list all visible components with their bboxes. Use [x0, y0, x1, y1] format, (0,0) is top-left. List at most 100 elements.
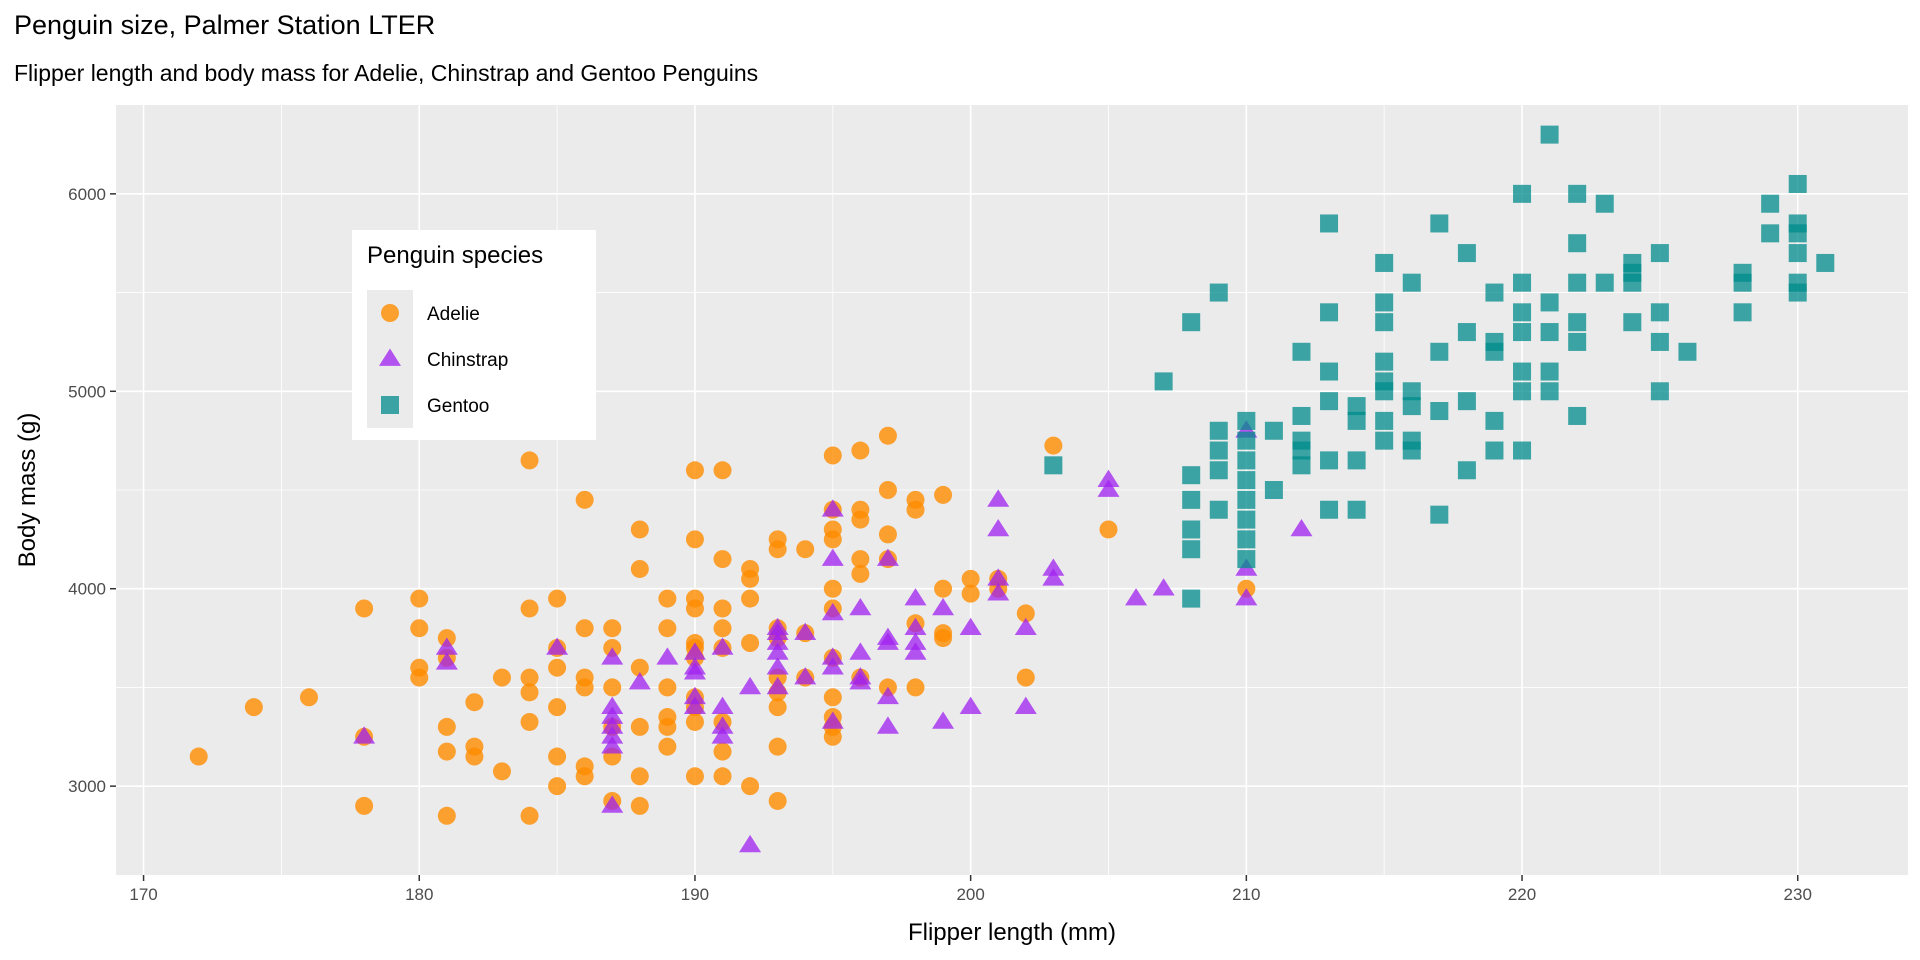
- adelie-point: [878, 426, 897, 445]
- chinstrap-point: [904, 632, 927, 650]
- gentoo-point: [1237, 490, 1256, 509]
- chinstrap-point: [711, 716, 734, 734]
- adelie-point: [410, 619, 429, 638]
- chinstrap-point: [821, 548, 844, 566]
- gentoo-point: [1320, 451, 1339, 470]
- gentoo-point: [1320, 392, 1339, 411]
- chinstrap-point: [876, 716, 899, 734]
- chinstrap-point: [932, 711, 955, 729]
- gentoo-point: [1237, 530, 1256, 549]
- gentoo-point: [1209, 461, 1228, 480]
- chinstrap-point: [959, 617, 982, 636]
- adelie-point: [520, 668, 539, 687]
- chinstrap-point: [766, 676, 789, 695]
- chinstrap-point: [904, 642, 927, 660]
- adelie-point: [741, 589, 760, 608]
- gentoo-point: [1568, 332, 1587, 351]
- legend-key-chinstrap: [379, 348, 401, 366]
- gentoo-point: [1292, 406, 1311, 425]
- adelie-point: [437, 717, 456, 736]
- legend-title: Penguin species: [367, 242, 543, 269]
- chinstrap-point: [876, 548, 899, 566]
- gentoo-point: [1568, 313, 1587, 332]
- gentoo-point: [1650, 303, 1669, 322]
- adelie-point: [520, 712, 539, 731]
- adelie-point: [934, 629, 953, 648]
- adelie-point: [465, 693, 484, 712]
- adelie-point: [768, 791, 787, 810]
- gentoo-point: [1513, 273, 1532, 292]
- chinstrap-point: [353, 726, 376, 744]
- chinstrap-point: [766, 642, 789, 660]
- chinstrap-point: [904, 617, 927, 636]
- gentoo-point: [1237, 411, 1256, 430]
- gentoo-point: [1154, 372, 1173, 391]
- adelie-point: [685, 530, 704, 549]
- adelie-point: [520, 683, 539, 702]
- adelie-point: [492, 668, 511, 687]
- x-tick-label: 170: [129, 885, 157, 904]
- chinstrap-point: [959, 696, 982, 715]
- chinstrap-point: [628, 672, 651, 690]
- adelie-point: [1044, 436, 1063, 455]
- chinstrap-point: [821, 657, 844, 675]
- adelie-point: [906, 500, 925, 519]
- adelie-point: [685, 599, 704, 618]
- adelie-point: [713, 461, 732, 480]
- gentoo-point: [1237, 550, 1256, 569]
- adelie-point: [658, 737, 677, 756]
- chinstrap-point: [1152, 578, 1175, 596]
- series-chinstrap: [353, 420, 1313, 853]
- gentoo-point: [1402, 397, 1421, 416]
- chinstrap-point: [601, 696, 624, 715]
- gentoo-point: [1788, 244, 1807, 263]
- adelie-point: [603, 678, 622, 697]
- chinstrap-point: [739, 834, 762, 853]
- adelie-point: [630, 658, 649, 677]
- gentoo-point: [1513, 382, 1532, 401]
- series-gentoo: [1044, 125, 1835, 608]
- gentoo-point: [1237, 471, 1256, 490]
- adelie-point: [658, 717, 677, 736]
- adelie-point: [630, 717, 649, 736]
- data-points: [189, 125, 1835, 853]
- gentoo-point: [1375, 382, 1394, 401]
- chinstrap-point: [932, 597, 955, 616]
- adelie-point: [410, 668, 429, 687]
- gentoo-point: [1320, 362, 1339, 381]
- chinstrap-point: [711, 696, 734, 715]
- y-axis-title: Body mass (g): [14, 413, 41, 568]
- adelie-point: [768, 737, 787, 756]
- gentoo-point: [1375, 313, 1394, 332]
- gentoo-point: [1375, 352, 1394, 371]
- x-tick-label: 200: [956, 885, 984, 904]
- gentoo-point: [1761, 194, 1780, 213]
- adelie-point: [658, 589, 677, 608]
- chinstrap-point: [987, 518, 1010, 537]
- chinstrap-point: [876, 686, 899, 705]
- gentoo-point: [1347, 500, 1366, 519]
- gentoo-point: [1485, 283, 1504, 302]
- gentoo-point: [1430, 402, 1449, 421]
- chinstrap-point: [849, 597, 872, 616]
- chinstrap-point: [766, 632, 789, 650]
- gentoo-point: [1485, 342, 1504, 361]
- gentoo-point: [1347, 451, 1366, 470]
- gentoo-point: [1761, 224, 1780, 243]
- gentoo-point: [1513, 303, 1532, 322]
- adelie-point: [355, 796, 374, 815]
- chinstrap-point: [987, 568, 1010, 586]
- adelie-point: [713, 619, 732, 638]
- y-tick-label: 6000: [68, 185, 106, 204]
- gentoo-point: [1430, 505, 1449, 524]
- chinstrap-point: [849, 642, 872, 660]
- chinstrap-point: [821, 711, 844, 729]
- gentoo-point: [1347, 397, 1366, 416]
- adelie-point: [796, 540, 815, 559]
- gentoo-point: [1237, 510, 1256, 529]
- gentoo-point: [1485, 411, 1504, 430]
- gentoo-point: [1402, 441, 1421, 460]
- adelie-point: [685, 712, 704, 731]
- chinstrap-point: [435, 637, 458, 655]
- gentoo-point: [1623, 313, 1642, 332]
